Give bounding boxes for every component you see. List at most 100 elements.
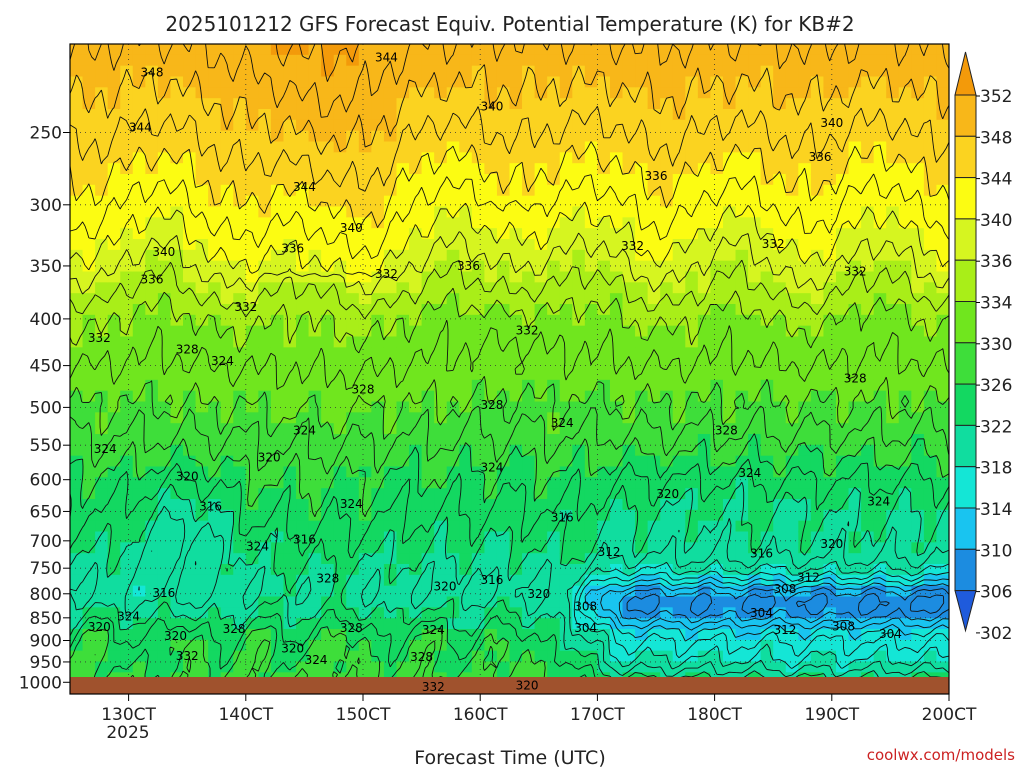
field-cell [911, 314, 925, 327]
field-cell [459, 65, 473, 78]
field-cell [157, 304, 172, 316]
field-cell [82, 477, 96, 489]
field-cell [622, 174, 636, 186]
field-cell [785, 444, 799, 457]
field-cell [208, 347, 222, 359]
field-cell [409, 314, 423, 327]
field-cell [409, 141, 423, 153]
field-cell [434, 130, 448, 143]
field-cell [434, 542, 448, 554]
field-cell [82, 206, 96, 218]
field-cell [534, 520, 548, 533]
field-cell [95, 54, 109, 67]
field-cell [873, 629, 887, 641]
field-cell [823, 477, 837, 489]
contour-label: 304 [574, 621, 597, 635]
field-cell [371, 596, 385, 608]
field-cell [308, 98, 322, 110]
field-cell [120, 434, 134, 446]
field-cell [358, 325, 372, 338]
field-cell [522, 369, 536, 381]
field-cell [496, 217, 511, 229]
field-cell [270, 65, 285, 78]
field-cell [873, 249, 887, 262]
field-cell [157, 195, 172, 208]
field-cell [245, 314, 259, 327]
field-cell [547, 98, 561, 110]
field-cell [936, 325, 949, 338]
field-cell [371, 661, 385, 673]
field-cell [936, 488, 949, 500]
field-cell [396, 434, 410, 446]
field-cell [358, 520, 372, 533]
field-cell [911, 423, 925, 435]
field-cell [333, 44, 347, 56]
field-cell [459, 184, 473, 197]
field-cell [157, 444, 172, 457]
field-cell [82, 98, 96, 110]
field-cell [195, 564, 209, 576]
field-cell [609, 531, 624, 543]
field-cell [773, 87, 787, 99]
field-cell [609, 44, 624, 56]
field-cell [748, 553, 762, 565]
field-cell [471, 661, 485, 673]
field-cell [70, 574, 84, 587]
field-cell [396, 488, 410, 500]
field-cell [471, 336, 485, 348]
field-cell [597, 401, 611, 413]
field-cell [245, 358, 259, 370]
field-cell [647, 509, 661, 522]
field-cell [371, 239, 385, 251]
field-cell [785, 163, 799, 175]
field-cell [333, 119, 347, 132]
field-cell [672, 87, 686, 99]
field-cell [559, 195, 573, 208]
field-cell [471, 564, 485, 576]
field-cell [685, 607, 699, 619]
field-cell [434, 553, 448, 565]
colorbar-label: 318 [980, 459, 1012, 479]
field-cell [722, 314, 737, 327]
field-cell [798, 358, 812, 370]
field-cell [735, 358, 749, 370]
field-cell [785, 390, 799, 403]
field-cell [258, 499, 272, 511]
field-cell [358, 206, 372, 218]
field-cell [660, 358, 674, 370]
field-cell [270, 596, 285, 608]
field-cell [810, 217, 825, 229]
field-cell [810, 347, 825, 359]
field-cell [233, 109, 247, 121]
field-cell [923, 444, 938, 457]
field-cell [647, 228, 661, 240]
field-cell [861, 542, 875, 554]
field-cell [233, 596, 247, 608]
field-cell [434, 260, 448, 273]
field-cell [823, 293, 837, 305]
field-cell [120, 304, 134, 316]
field-cell [572, 76, 586, 88]
field-cell [70, 477, 84, 489]
field-cell [823, 488, 837, 500]
field-cell [873, 553, 887, 565]
field-cell [609, 401, 624, 413]
field-cell [697, 76, 712, 88]
contour-label: 348 [141, 66, 164, 80]
field-cell [572, 184, 586, 197]
field-cell [584, 509, 598, 522]
field-cell [785, 542, 799, 554]
contour-label: 320 [164, 629, 187, 643]
field-cell [810, 466, 825, 478]
field-cell [434, 228, 448, 240]
field-cell [509, 152, 523, 164]
field-cell [396, 531, 410, 543]
contour-label: 320 [258, 450, 281, 464]
field-cell [120, 358, 134, 370]
field-cell [459, 347, 473, 359]
field-cell [120, 564, 134, 576]
field-cell [861, 499, 875, 511]
field-cell [233, 65, 247, 78]
field-cell [434, 325, 448, 338]
field-cell [258, 304, 272, 316]
